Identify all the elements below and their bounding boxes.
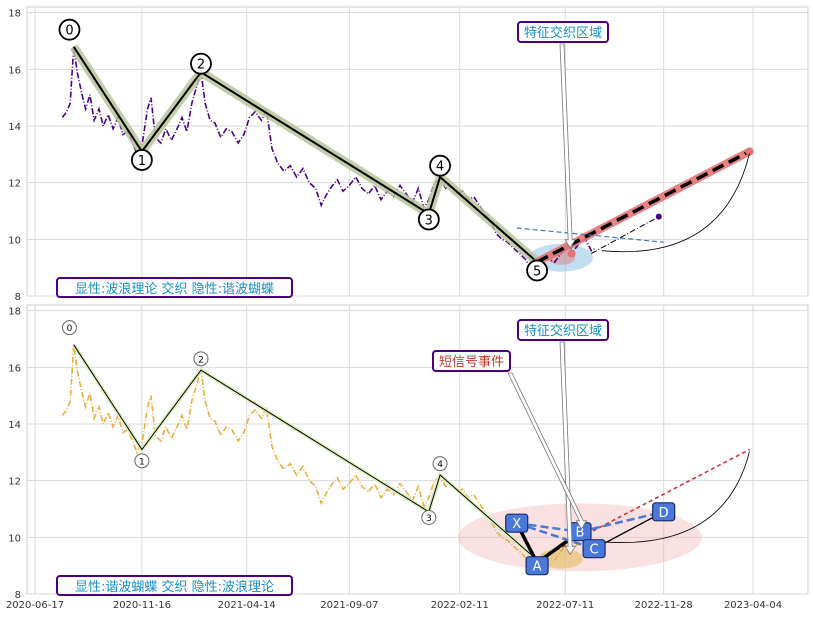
y-tick-label: 14 — [8, 420, 21, 431]
harmonic-point-box — [582, 539, 606, 559]
wave-marker-label: 4 — [436, 160, 444, 175]
wave-line — [72, 46, 538, 263]
annotation-arrow — [559, 43, 576, 249]
projection-blue-line — [516, 227, 664, 243]
wave-marker-label: 2 — [198, 355, 204, 365]
x-tick-label: 2021-04-14 — [218, 600, 276, 611]
harmonic-point-label: X — [512, 517, 521, 532]
annotation-arrow — [559, 341, 576, 556]
forecast-end-point — [745, 147, 754, 156]
footer-label-box — [56, 575, 293, 596]
y-tick-label: 16 — [8, 65, 21, 76]
y-tick-label: 14 — [8, 122, 21, 133]
y-tick-label: 18 — [8, 307, 21, 318]
harmonic-point-box — [525, 556, 549, 576]
curved-arrow — [601, 153, 750, 253]
wave-marker-label: 3 — [425, 214, 433, 229]
harmonic-point-label: D — [659, 506, 669, 521]
harmonic-bd — [579, 510, 664, 533]
harmonic-point-box — [505, 513, 529, 533]
wave-marker-circle — [429, 154, 451, 177]
annotation-text: 短信号事件 — [439, 355, 504, 370]
wave-marker-circle — [421, 510, 437, 525]
intersection-point — [567, 249, 576, 258]
x-tick-label: 2022-07-11 — [536, 600, 594, 611]
annotation-text: 特征交织区域 — [524, 25, 602, 41]
x-tick-label: 2023-04-04 — [724, 600, 782, 611]
wave-marker-circle — [526, 259, 549, 282]
price-line — [61, 344, 597, 567]
wave-marker-label: 2 — [197, 58, 205, 73]
projection-end-point — [655, 213, 662, 220]
projection-black-line — [591, 216, 660, 254]
wave-marker-label: 4 — [437, 460, 443, 470]
annotation-box — [517, 319, 609, 341]
harmonic-point-label: B — [576, 526, 585, 541]
wave-marker-label: 1 — [139, 457, 145, 467]
annotation-box — [517, 21, 609, 43]
wave-marker-label: 0 — [65, 24, 73, 39]
x-tick-label: 2021-09-07 — [320, 600, 378, 611]
y-tick-label: 10 — [8, 533, 21, 544]
y-tick-label: 8 — [15, 292, 21, 303]
harmonic-point-box — [652, 502, 676, 522]
footer-label-text: 显性:谐波蝴蝶 交织 隐性:波浪理论 — [75, 579, 274, 595]
x-tick-label: 2020-11-16 — [113, 600, 171, 611]
wave-marker-circle — [190, 52, 212, 75]
wave-marker-circle — [61, 320, 77, 336]
wave-marker-label: 3 — [426, 514, 432, 524]
x-tick-label: 2022-11-28 — [635, 600, 693, 611]
wave-marker-label: 0 — [67, 324, 73, 334]
y-tick-label: 12 — [8, 477, 21, 488]
y-tick-label: 12 — [8, 179, 21, 190]
curved-arrow — [586, 451, 750, 543]
annotation-text: 特征交织区域 — [524, 323, 602, 339]
wave-marker-circle — [130, 149, 153, 171]
harmonic-xc — [516, 522, 595, 550]
wave-marker-circle — [417, 208, 440, 231]
x-tick-label: 2022-02-11 — [431, 600, 489, 611]
wave-marker-label: 5 — [533, 265, 541, 280]
annotation-box — [432, 350, 511, 372]
wave-line — [73, 344, 538, 561]
wave-marker-circle — [193, 351, 209, 367]
forecast-line — [536, 448, 750, 561]
x-tick-label: 2020-06-17 — [6, 600, 64, 611]
plot-area — [26, 304, 809, 595]
harmonic-point-label: A — [533, 560, 542, 575]
harmonic-point-label: C — [590, 543, 599, 558]
y-tick-label: 8 — [15, 590, 21, 601]
wave-marker-circle — [58, 18, 81, 41]
y-tick-label: 18 — [8, 9, 21, 20]
plot-area — [26, 6, 809, 297]
wave-marker-circle — [134, 453, 150, 469]
footer-label-text: 显性:波浪理论 交织 隐性:谐波蝴蝶 — [75, 281, 274, 297]
wave-marker-label: 1 — [138, 154, 146, 169]
y-tick-label: 16 — [8, 363, 21, 374]
y-tick-label: 10 — [8, 235, 21, 246]
annotation-arrow — [507, 372, 588, 530]
wave-marker-circle — [432, 456, 448, 472]
footer-label-box — [56, 277, 293, 298]
